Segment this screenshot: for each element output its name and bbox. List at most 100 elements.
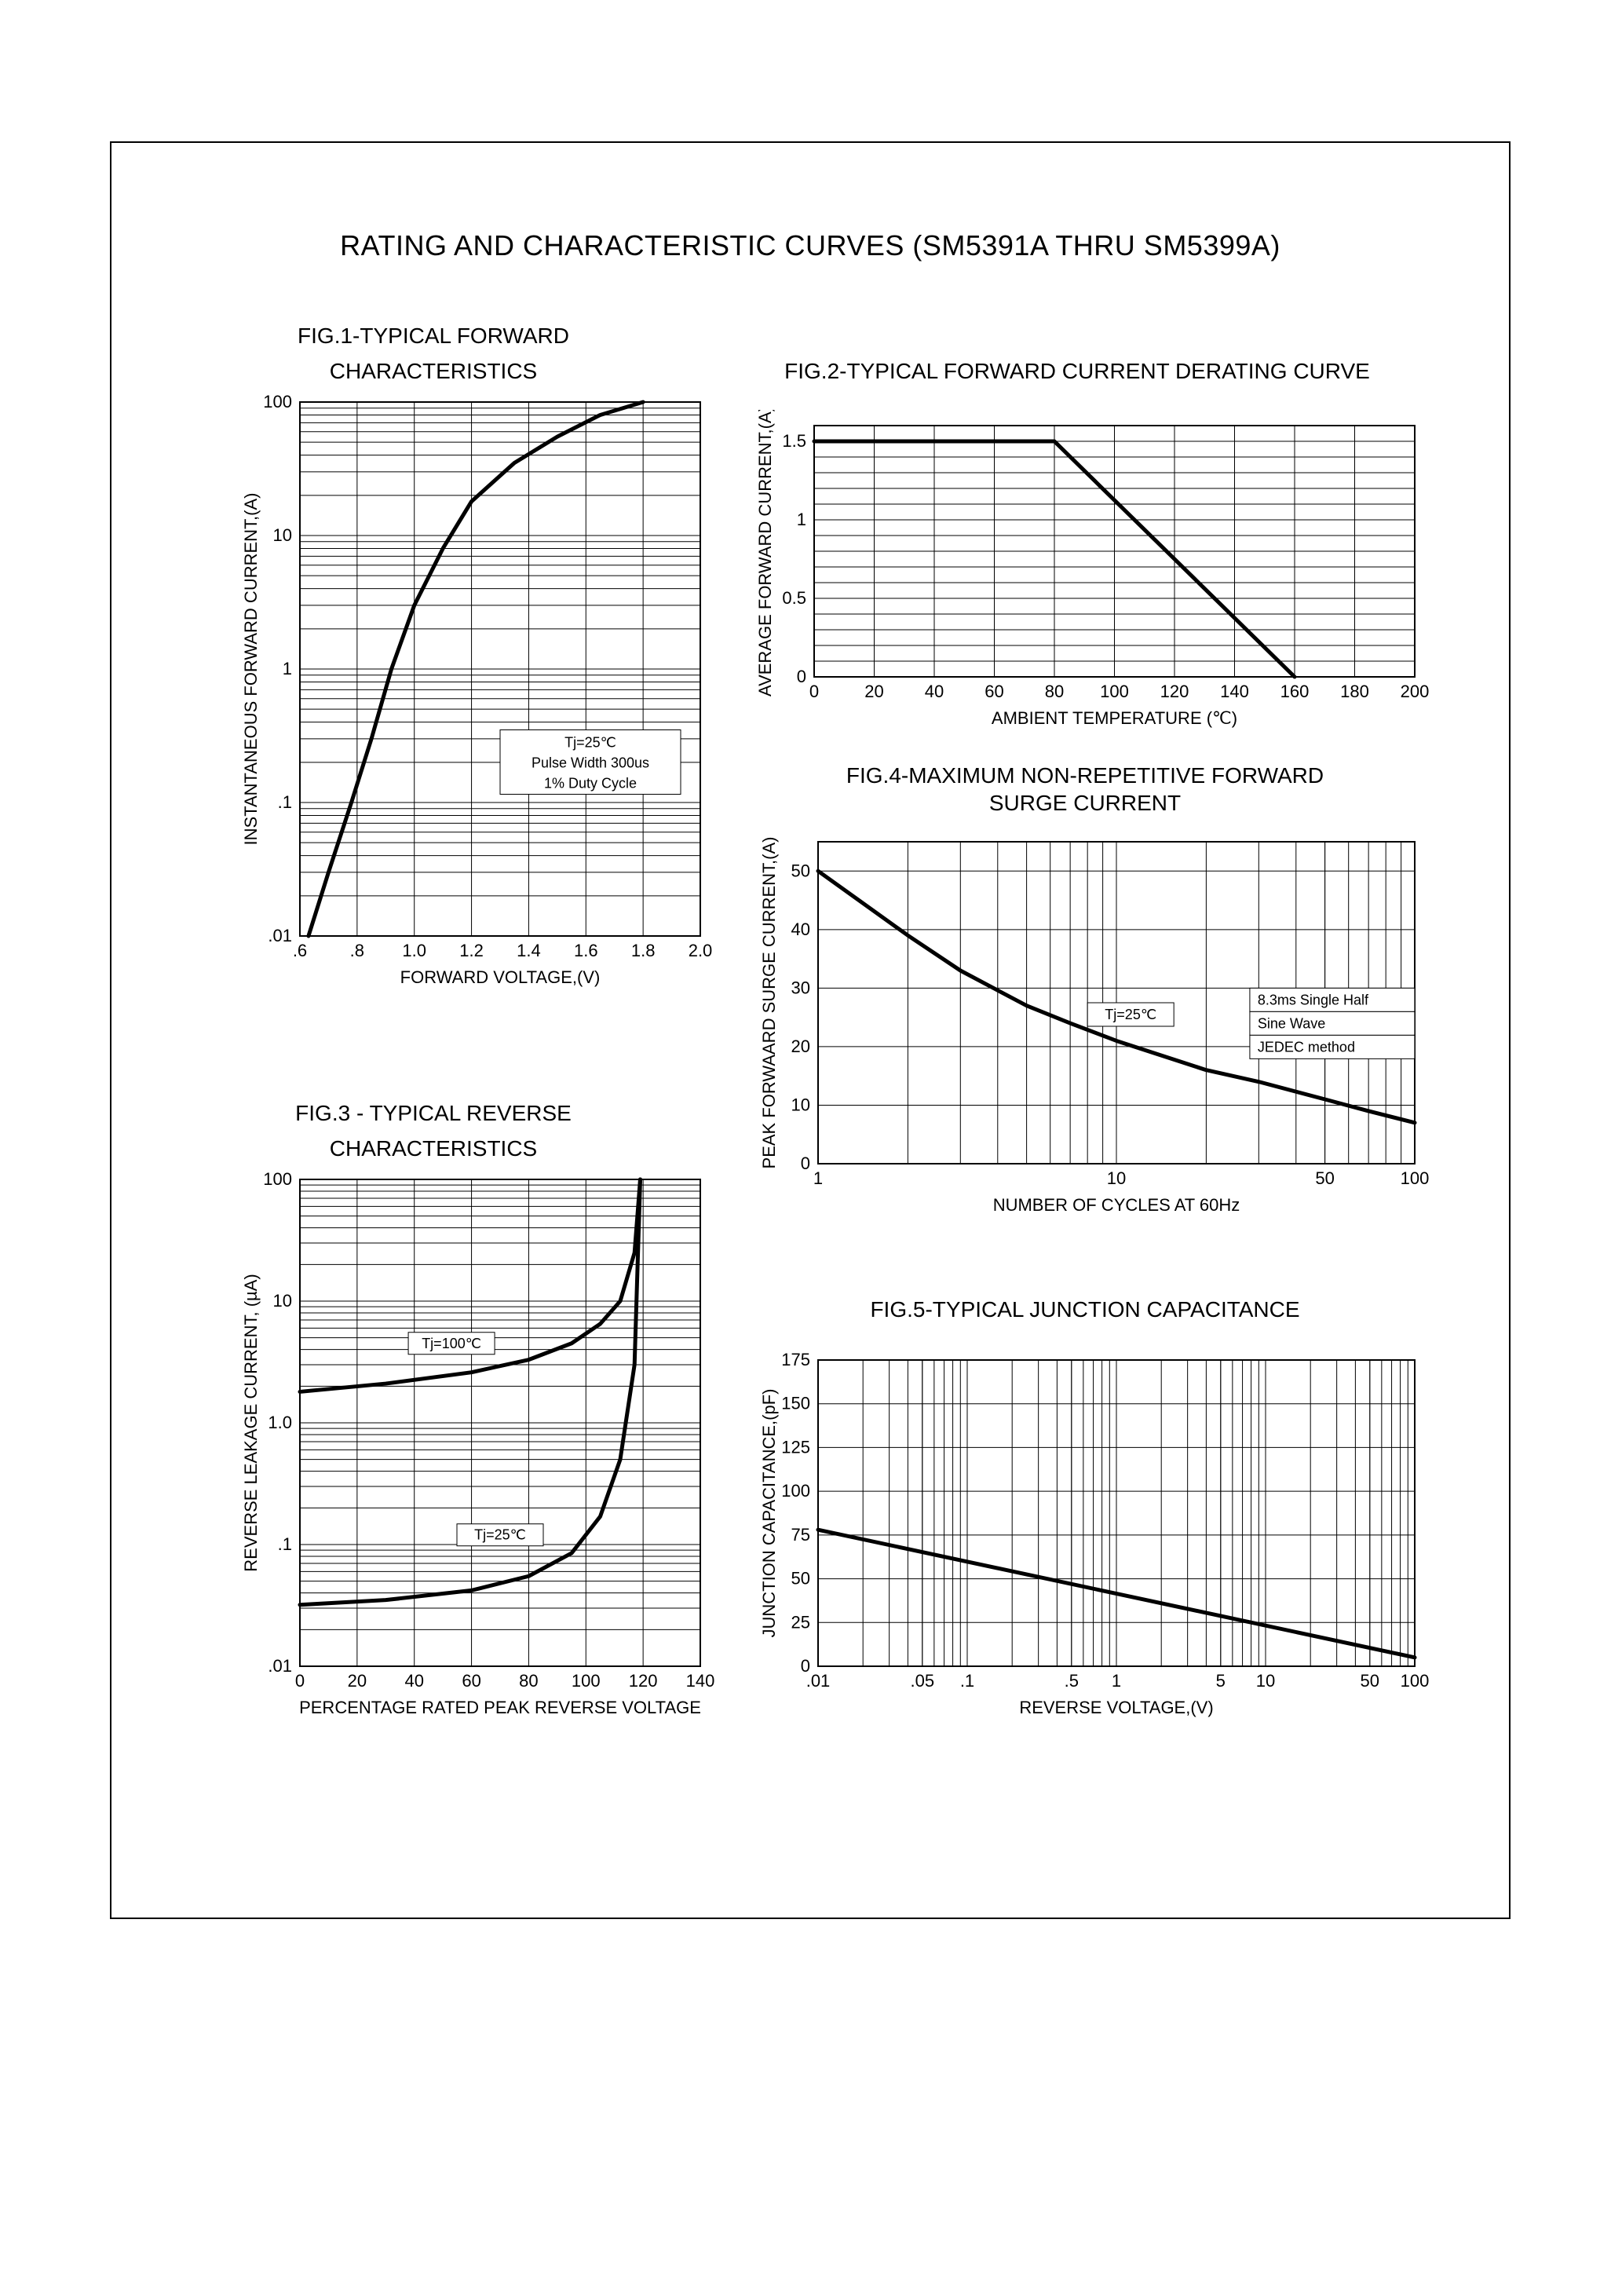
svg-text:60: 60 [985,682,1003,701]
svg-text:1% Duty Cycle: 1% Duty Cycle [544,776,637,792]
svg-text:20: 20 [791,1036,810,1056]
svg-text:.01: .01 [268,926,292,945]
fig3-chart: 0 20 40 60 80 100 120 140 .01 .1 1.0 10 100 PERCENTAG… [214,1164,716,1729]
svg-text:PEAK FORWAARD SURGE CURRENT,(A: PEAK FORWAARD SURGE CURRENT,(A) [759,837,779,1169]
svg-text:JUNCTION CAPACITANCE,(pF): JUNCTION CAPACITANCE,(pF) [759,1389,779,1638]
svg-text:160: 160 [1280,682,1310,701]
svg-text:40: 40 [404,1671,423,1691]
fig4-chart: 1 10 50 100 0 10 20 30 40 50 NUMBER OF CYCLES AT 6… [740,826,1430,1234]
svg-text:Sine Wave: Sine Wave [1258,1015,1325,1031]
fig3-title-line1: FIG.3 - TYPICAL REVERSE [214,1101,653,1126]
fig1-title-line1: FIG.1-TYPICAL FORWARD [214,324,653,349]
svg-text:1.2: 1.2 [459,941,484,960]
svg-text:0: 0 [801,1656,810,1676]
svg-text:.1: .1 [960,1671,974,1691]
svg-text:Tj=25℃: Tj=25℃ [474,1527,526,1543]
svg-text:100: 100 [1401,1671,1430,1691]
svg-text:0: 0 [295,1671,305,1691]
main-title: RATING AND CHARACTERISTIC CURVES (SM5391… [111,229,1509,262]
svg-text:50: 50 [1361,1671,1379,1691]
svg-text:40: 40 [791,919,810,939]
fig4-title-line1: FIG.4-MAXIMUM NON-REPETITIVE FORWARD [740,763,1430,788]
svg-text:8.3ms Single Half: 8.3ms Single Half [1258,992,1369,1007]
svg-text:50: 50 [791,1569,810,1589]
svg-text:AMBIENT TEMPERATURE (℃): AMBIENT TEMPERATURE (℃) [992,708,1237,728]
svg-text:.01: .01 [268,1656,292,1676]
svg-text:0.5: 0.5 [782,588,806,608]
svg-text:100: 100 [1401,1168,1430,1188]
svg-text:1: 1 [797,510,806,529]
svg-text:60: 60 [462,1671,480,1691]
svg-text:2.0: 2.0 [689,941,713,960]
svg-text:PERCENTAGE RATED PEAK REVERSE: PERCENTAGE RATED PEAK REVERSE VOLTAGE [299,1698,701,1717]
svg-text:10: 10 [273,525,292,545]
svg-text:.5: .5 [1065,1671,1079,1691]
svg-text:NUMBER OF CYCLES AT 60Hz: NUMBER OF CYCLES AT 60Hz [993,1195,1240,1215]
svg-text:.1: .1 [278,1534,292,1554]
svg-text:0: 0 [797,667,806,686]
svg-text:50: 50 [1315,1168,1334,1188]
svg-text:100: 100 [572,1671,601,1691]
svg-text:40: 40 [925,682,944,701]
svg-text:1: 1 [1112,1671,1121,1691]
svg-text:Pulse Width 300us: Pulse Width 300us [532,755,649,771]
svg-text:180: 180 [1340,682,1369,701]
svg-text:1.0: 1.0 [268,1413,292,1432]
fig2-chart: 02040608010012014016018020000.511.5AMBIE… [740,410,1430,740]
svg-text:0: 0 [809,682,819,701]
svg-text:AVERAGE FORWARD CURRENT,(A): AVERAGE FORWARD CURRENT,(A) [755,410,775,696]
svg-text:INSTANTANEOUS FORWARD CURRENT,: INSTANTANEOUS FORWARD CURRENT,(A) [241,493,261,846]
svg-text:25: 25 [791,1612,810,1632]
svg-text:75: 75 [791,1525,810,1545]
svg-text:1.0: 1.0 [402,941,426,960]
svg-text:.8: .8 [350,941,364,960]
svg-text:100: 100 [1100,682,1129,701]
svg-text:.1: .1 [278,792,292,812]
fig2-title: FIG.2-TYPICAL FORWARD CURRENT DERATING C… [724,359,1430,384]
fig1-chart: .6 .8 1.0 1.2 1.4 1.6 1.8 2.0 .01 .1 1 10 100 FORWARD… [214,386,716,999]
svg-text:175: 175 [781,1350,810,1369]
svg-text:Tj=25℃: Tj=25℃ [564,735,616,751]
svg-text:1: 1 [813,1168,823,1188]
svg-text:120: 120 [629,1671,658,1691]
svg-text:1: 1 [283,659,292,678]
svg-text:10: 10 [791,1095,810,1114]
svg-text:1.4: 1.4 [517,941,541,960]
svg-text:5: 5 [1216,1671,1226,1691]
svg-text:10: 10 [273,1291,292,1311]
svg-text:FORWARD VOLTAGE,(V): FORWARD VOLTAGE,(V) [400,967,601,987]
svg-text:80: 80 [1045,682,1064,701]
fig5-chart: .01.05.1.51510501000255075100125150175RE… [740,1344,1430,1737]
svg-text:20: 20 [348,1671,367,1691]
svg-text:0: 0 [801,1153,810,1173]
datasheet-page: RATING AND CHARACTERISTIC CURVES (SM5391… [0,0,1622,2296]
svg-text:140: 140 [1220,682,1249,701]
svg-text:200: 200 [1401,682,1430,701]
svg-text:10: 10 [1107,1168,1126,1188]
svg-text:Tj=25℃: Tj=25℃ [1105,1007,1156,1022]
svg-text:.05: .05 [911,1671,935,1691]
svg-text:30: 30 [791,978,810,997]
svg-text:80: 80 [519,1671,538,1691]
svg-text:REVERSE VOLTAGE,(V): REVERSE VOLTAGE,(V) [1019,1698,1213,1717]
fig3-title-line2: CHARACTERISTICS [214,1136,653,1161]
svg-text:10: 10 [1256,1671,1275,1691]
svg-text:.6: .6 [293,941,307,960]
svg-text:1.5: 1.5 [782,431,806,451]
svg-text:100: 100 [781,1481,810,1501]
svg-text:1.8: 1.8 [631,941,656,960]
page-frame: RATING AND CHARACTERISTIC CURVES (SM5391… [110,141,1511,1919]
svg-text:JEDEC method: JEDEC method [1258,1039,1355,1055]
fig1-title-line2: CHARACTERISTICS [214,359,653,384]
svg-text:150: 150 [781,1394,810,1413]
svg-text:50: 50 [791,861,810,880]
svg-text:Tj=100℃: Tj=100℃ [422,1336,481,1351]
svg-text:100: 100 [263,1169,292,1189]
svg-text:120: 120 [1160,682,1189,701]
fig5-title: FIG.5-TYPICAL JUNCTION CAPACITANCE [740,1297,1430,1322]
svg-text:140: 140 [686,1671,715,1691]
svg-text:100: 100 [263,392,292,411]
svg-text:REVERSE LEAKAGE CURRENT, (µA): REVERSE LEAKAGE CURRENT, (µA) [241,1274,261,1571]
svg-text:125: 125 [781,1437,810,1457]
svg-text:1.6: 1.6 [574,941,598,960]
